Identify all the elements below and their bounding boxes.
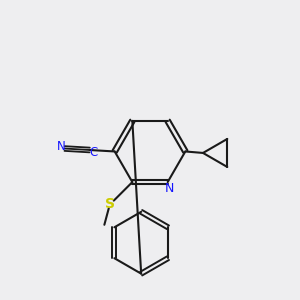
Text: C: C bbox=[89, 146, 97, 159]
Text: N: N bbox=[164, 182, 174, 195]
Text: S: S bbox=[105, 197, 115, 211]
Text: N: N bbox=[57, 140, 66, 153]
